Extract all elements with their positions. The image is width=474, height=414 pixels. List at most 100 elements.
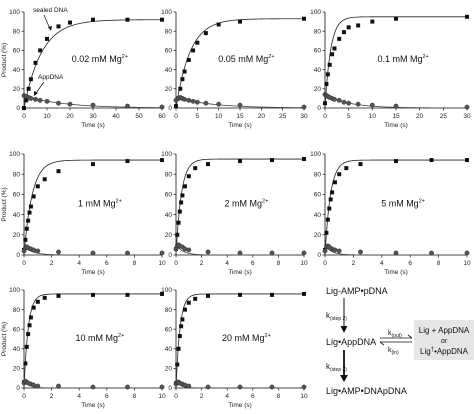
condition-label: 20 mM Mg2+ [222, 333, 271, 343]
x-tick-label: 0 [323, 113, 327, 120]
sealed-dna-point [337, 36, 342, 41]
y-tick-label: 20 [314, 86, 322, 93]
x-axis-label: Time (s) [81, 122, 105, 129]
sealed-dna-point [56, 293, 61, 298]
sealed-dna-point [238, 19, 242, 24]
y-tick-label: 20 [13, 366, 21, 373]
x-tick-label: 6 [408, 260, 412, 267]
appdna-point [332, 247, 338, 253]
y-tick-label: 80 [165, 307, 173, 314]
y-tick-label: 60 [314, 48, 322, 55]
sealed-dna-point [341, 30, 346, 35]
sealed-dna-point [175, 362, 180, 367]
appdna-point [237, 250, 243, 256]
y-tick-label: 40 [165, 346, 173, 353]
appdna-point [393, 250, 399, 256]
sealed-dna-point [370, 19, 375, 24]
appdna-point [186, 383, 192, 389]
sealed-dna-point [91, 292, 95, 297]
y-tick-label: 40 [165, 67, 173, 74]
sealed-dna-point [176, 220, 181, 225]
x-tick-label: 0 [323, 260, 327, 267]
appdna-point [336, 248, 342, 254]
y-tick-label: 80 [314, 171, 322, 178]
x-tick-label: 10 [158, 393, 166, 400]
appdna-point [429, 250, 434, 256]
appdna-point [186, 97, 192, 103]
sealed-dna-point [394, 16, 398, 21]
sealed-dna-point [179, 200, 184, 205]
sealed-dna-point [465, 158, 469, 163]
sealed-dna-point [160, 17, 164, 22]
appdna-point [301, 104, 307, 110]
y-tick-label: 100 [310, 151, 321, 158]
sealed-dna-point [332, 180, 337, 185]
sealed-dna-point [160, 291, 164, 296]
fit-curve-sealed [175, 158, 304, 256]
sealed-dna-point [42, 295, 47, 300]
appdna-point [28, 96, 34, 101]
x-tick-label: 15 [392, 113, 400, 120]
y-tick-label: 100 [161, 287, 172, 294]
sealed-dna-point [206, 162, 210, 167]
sealed-dna-point [68, 20, 72, 25]
sealed-dna-point [179, 324, 184, 329]
sealed-dna-point [203, 31, 208, 36]
x-tick-label: 20 [416, 113, 424, 120]
appdna-point [90, 384, 96, 390]
y-tick-label: 40 [13, 212, 21, 219]
y-tick-label: 80 [13, 171, 21, 178]
y-tick-label: 40 [314, 212, 322, 219]
y-tick-label: 60 [13, 192, 21, 199]
appdna-point [56, 249, 61, 255]
sealed-dna-point [26, 86, 31, 91]
appdna-point [358, 249, 363, 255]
y-tick-label: 20 [165, 366, 173, 373]
appdna-point [301, 250, 307, 256]
condition-label: 0.05 mM Mg2+ [218, 54, 274, 64]
x-tick-label: 30 [89, 113, 97, 120]
sealed-dna-point [28, 77, 33, 82]
sealed-dna-point [176, 346, 181, 351]
y-tick-label: 0 [16, 252, 20, 259]
sealed-dna-point [238, 159, 242, 164]
appdna-point [186, 247, 192, 253]
sealed-dna-point [31, 194, 36, 199]
sealed-dna-point [193, 296, 198, 301]
x-tick-label: 10 [369, 113, 377, 120]
x-tick-label: 50 [135, 113, 143, 120]
x-tick-label: 10 [463, 260, 471, 267]
sealed-dna-point [56, 24, 61, 29]
appdna-point [190, 98, 196, 104]
x-tick-label: 25 [440, 113, 448, 120]
sealed-dna-point [216, 22, 221, 27]
panel-2: 0 5 10 15 20 25 30 0 20 40 60 80 100 Time (s) 0.05 mM … [161, 9, 308, 129]
sealed-dna-point [24, 344, 29, 349]
appdna-point [90, 102, 96, 108]
x-tick-label: 0 [22, 393, 26, 400]
x-tick-label: 0 [22, 260, 26, 267]
appdna-point [125, 103, 130, 109]
sealed-dna-point [182, 307, 187, 312]
x-tick-label: 10 [300, 393, 308, 400]
x-tick-label: 4 [225, 260, 229, 267]
x-tick-label: 10 [43, 113, 51, 120]
appdna-point [194, 99, 200, 105]
sealed-dna-point [302, 16, 306, 21]
sealed-dna-point [27, 323, 32, 328]
y-tick-label: 60 [314, 192, 322, 199]
x-axis-label: Time (s) [228, 122, 252, 129]
x-tick-label: 10 [158, 260, 166, 267]
sealed-dna-point [56, 169, 61, 174]
y-tick-label: 0 [317, 105, 321, 112]
appdna-point [269, 250, 275, 256]
x-tick-label: 0 [174, 260, 178, 267]
y-tick-label: 40 [314, 67, 322, 74]
sealed-dna-point [429, 158, 434, 163]
appdna-point [464, 250, 470, 256]
appdna-point [203, 100, 209, 106]
fit-curve-sealed [23, 159, 162, 256]
x-tick-label: 5 [196, 113, 200, 120]
x-tick-label: 0 [22, 113, 26, 120]
